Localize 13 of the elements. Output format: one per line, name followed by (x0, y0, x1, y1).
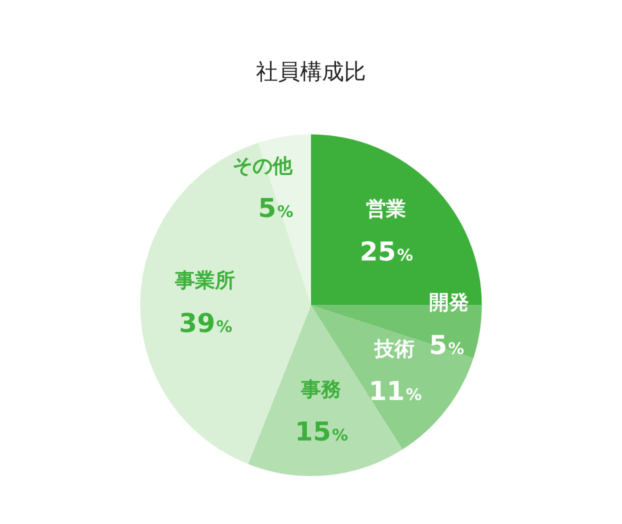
slice-label: 事業所 (174, 268, 236, 292)
data-label: 25% (360, 237, 413, 268)
slice-label: その他 (232, 153, 294, 178)
data-label: 11% (368, 377, 422, 408)
data-label: 5% (429, 330, 464, 361)
data-label: 39% (179, 308, 232, 339)
slice-label: 営業 (366, 196, 406, 221)
slice-label: 事務 (300, 376, 341, 401)
slice-label: 技術 (374, 336, 415, 360)
chart-title: 社員構成比 (256, 60, 366, 85)
data-label: 15% (294, 418, 348, 448)
slice-label: 開発 (429, 290, 470, 314)
data-label: 5% (258, 194, 294, 224)
